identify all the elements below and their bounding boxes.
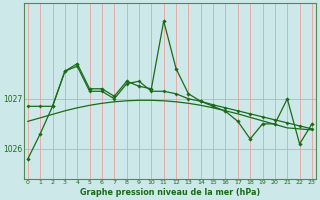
X-axis label: Graphe pression niveau de la mer (hPa): Graphe pression niveau de la mer (hPa) [80, 188, 260, 197]
